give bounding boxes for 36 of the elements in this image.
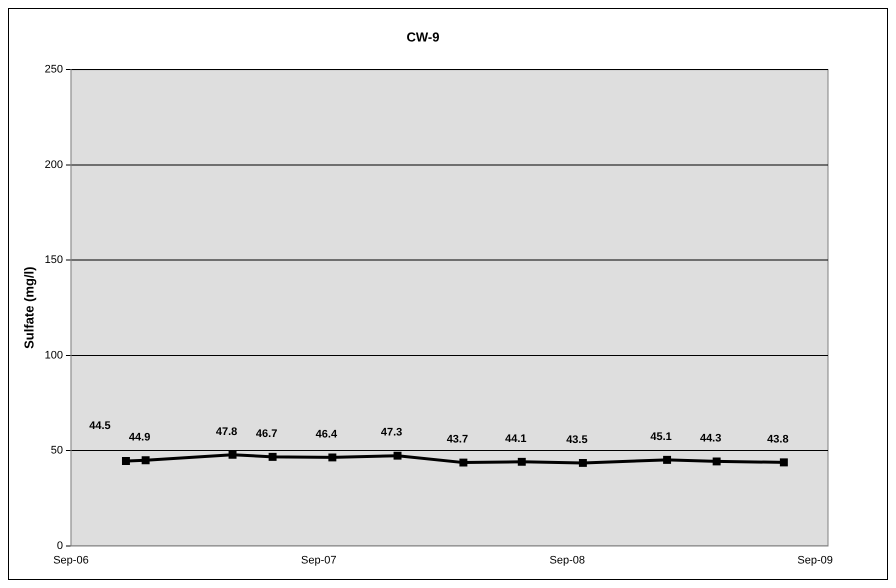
data-label: 46.7: [256, 428, 278, 440]
data-label: 44.3: [700, 432, 722, 444]
data-label: 47.8: [216, 426, 238, 438]
point: [459, 458, 468, 467]
y-axis-title: Sulfate (mg/l): [21, 266, 36, 349]
data-label: 44.9: [128, 431, 150, 444]
point: [518, 458, 526, 466]
y-tick-label: 0: [56, 540, 63, 552]
y-tick-label: 200: [44, 158, 63, 171]
point: [142, 456, 150, 464]
x-tick-label: Sep-07: [301, 554, 337, 566]
chart-title: CW-9: [406, 29, 440, 44]
data-label: 43.8: [767, 433, 789, 446]
point: [268, 452, 277, 461]
data-label: 43.7: [446, 434, 468, 446]
data-label: 45.1: [650, 430, 672, 443]
x-tick-label: Sep-06: [53, 554, 89, 566]
y-tick-label: 150: [44, 254, 63, 266]
point: [712, 457, 721, 466]
y-tick-label: 50: [50, 444, 63, 457]
point: [394, 452, 402, 460]
data-label: 43.5: [566, 434, 588, 446]
point: [578, 458, 587, 467]
point: [663, 456, 672, 464]
point: [228, 450, 237, 459]
data-label: 44.1: [505, 432, 526, 445]
point: [122, 457, 130, 466]
data-label: 44.5: [89, 420, 111, 432]
data-label: 46.4: [316, 428, 338, 440]
x-tick-label: Sep-09: [797, 554, 833, 566]
y-tick-label: 250: [44, 64, 63, 76]
data-label: 47.3: [380, 426, 402, 439]
x-tick-label: Sep-08: [550, 554, 586, 566]
point: [328, 453, 336, 462]
point: [780, 458, 788, 466]
y-tick-label: 100: [44, 349, 63, 362]
